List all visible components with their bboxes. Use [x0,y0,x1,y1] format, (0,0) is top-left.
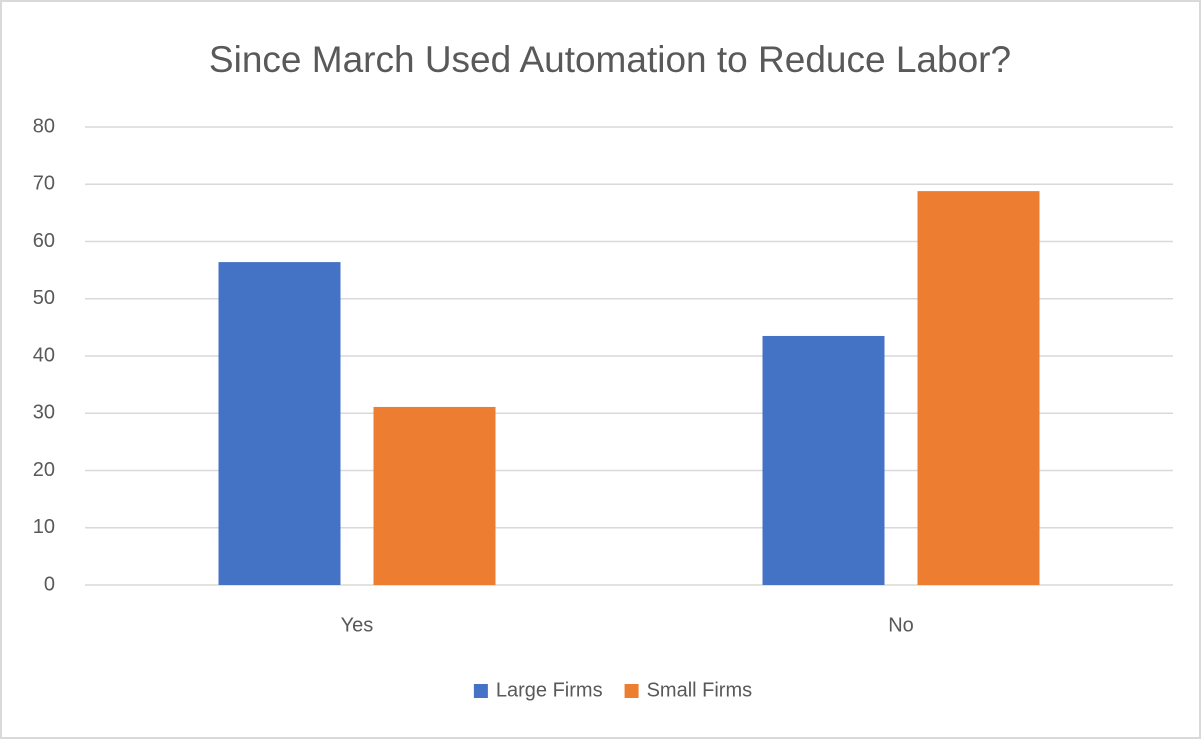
chart-title: Since March Used Automation to Reduce La… [209,39,1011,80]
y-tick-label: 20 [33,459,55,481]
y-tick-label: 60 [33,230,55,252]
bar [917,191,1040,585]
y-tick-label: 50 [33,287,55,309]
legend-label: Small Firms [647,679,753,701]
y-tick-label: 80 [33,115,55,137]
x-tick-label: No [888,614,914,636]
y-tick-label: 0 [44,573,55,595]
bar [373,406,496,585]
bar [762,335,885,585]
y-tick-label: 70 [33,173,55,195]
legend-swatch [473,684,488,698]
y-tick-label: 30 [33,402,55,424]
legend-swatch [624,684,639,698]
legend-label: Large Firms [496,679,603,701]
y-tick-label: 40 [33,344,55,366]
bar [218,262,341,585]
y-tick-label: 10 [33,516,55,538]
x-tick-label: Yes [341,614,374,636]
